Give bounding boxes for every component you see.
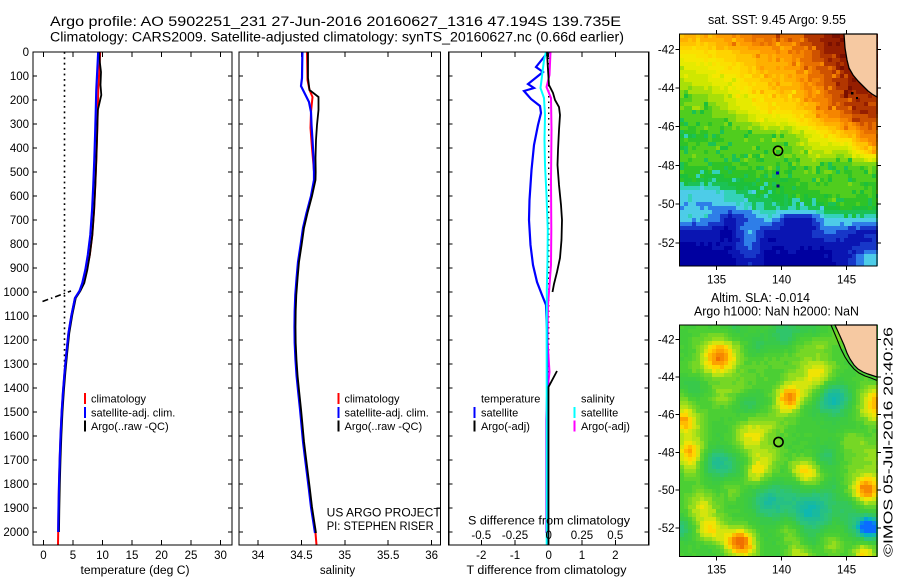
svg-text:-52: -52	[658, 238, 675, 250]
svg-text:satellite-adj. clim.: satellite-adj. clim.	[91, 407, 175, 419]
svg-text:0.5: 0.5	[607, 530, 623, 542]
svg-text:sat. SST: 9.45 Argo: 9.55: sat. SST: 9.45 Argo: 9.55	[708, 13, 846, 27]
svg-text:300: 300	[10, 119, 29, 131]
svg-text:2: 2	[612, 550, 618, 562]
svg-text:PI: STEPHEN RISER: PI: STEPHEN RISER	[327, 521, 434, 533]
svg-text:5: 5	[70, 550, 76, 562]
svg-text:1900: 1900	[3, 503, 29, 515]
svg-text:Argo(-adj): Argo(-adj)	[581, 421, 630, 433]
svg-text:-2: -2	[476, 550, 486, 562]
svg-text:25: 25	[185, 550, 198, 562]
svg-text:-46: -46	[658, 122, 675, 134]
svg-text:-48: -48	[658, 447, 675, 459]
svg-text:temperature: temperature	[481, 394, 540, 406]
svg-text:1500: 1500	[3, 407, 29, 419]
svg-text:900: 900	[10, 263, 29, 275]
svg-text:©IMOS 05-Jul-2016 20:40:26: ©IMOS 05-Jul-2016 20:40:26	[882, 327, 896, 557]
svg-text:satellite: satellite	[481, 407, 518, 419]
svg-text:0: 0	[545, 550, 551, 562]
svg-text:temperature (deg C): temperature (deg C)	[81, 565, 190, 577]
svg-text:satellite-adj. clim.: satellite-adj. clim.	[345, 407, 429, 419]
svg-text:1600: 1600	[3, 431, 29, 443]
svg-text:0: 0	[40, 550, 46, 562]
svg-text:climatology: climatology	[91, 394, 147, 406]
svg-text:20: 20	[155, 550, 168, 562]
svg-text:-0.25: -0.25	[502, 530, 528, 542]
svg-text:-52: -52	[658, 523, 675, 535]
svg-text:140: 140	[772, 565, 791, 577]
svg-text:1700: 1700	[3, 455, 29, 467]
svg-text:1400: 1400	[3, 383, 29, 395]
svg-text:Argo h1000: NaN h2000: NaN: Argo h1000: NaN h2000: NaN	[694, 305, 859, 319]
svg-text:800: 800	[10, 239, 29, 251]
svg-text:-46: -46	[658, 410, 675, 422]
svg-text:Argo(..raw -QC): Argo(..raw -QC)	[91, 421, 169, 433]
svg-text:500: 500	[10, 167, 29, 179]
svg-text:-42: -42	[658, 334, 675, 346]
svg-text:600: 600	[10, 191, 29, 203]
svg-text:100: 100	[10, 71, 29, 83]
svg-text:Argo profile: AO 5902251_231 2: Argo profile: AO 5902251_231 27-Jun-2016…	[50, 14, 621, 30]
svg-text:35: 35	[338, 550, 351, 562]
svg-text:1: 1	[579, 550, 585, 562]
svg-text:700: 700	[10, 215, 29, 227]
svg-text:1000: 1000	[3, 287, 29, 299]
svg-text:145: 145	[837, 565, 856, 577]
svg-text:T difference from climatology: T difference from climatology	[467, 565, 627, 577]
svg-text:Climatology: CARS2009. Satelli: Climatology: CARS2009. Satellite-adjuste…	[50, 30, 624, 46]
svg-text:140: 140	[772, 275, 791, 287]
svg-text:34: 34	[252, 550, 265, 562]
svg-text:Argo(-adj): Argo(-adj)	[481, 421, 530, 433]
svg-text:30: 30	[214, 550, 227, 562]
svg-text:0: 0	[545, 530, 551, 542]
svg-text:35.5: 35.5	[377, 550, 399, 562]
svg-text:salinity: salinity	[320, 565, 355, 577]
svg-text:0.25: 0.25	[571, 530, 593, 542]
svg-text:salinity: salinity	[581, 394, 615, 406]
svg-text:400: 400	[10, 143, 29, 155]
svg-text:-42: -42	[658, 44, 675, 56]
svg-text:200: 200	[10, 95, 29, 107]
svg-text:1100: 1100	[4, 311, 29, 323]
svg-text:-0.5: -0.5	[471, 530, 491, 542]
svg-text:1200: 1200	[3, 335, 29, 347]
svg-text:-44: -44	[658, 83, 675, 95]
svg-text:-50: -50	[658, 485, 675, 497]
svg-text:0: 0	[23, 47, 29, 59]
svg-text:36: 36	[425, 550, 438, 562]
svg-text:2000: 2000	[3, 527, 29, 539]
svg-text:-1: -1	[510, 550, 520, 562]
svg-text:Argo(..raw -QC): Argo(..raw -QC)	[345, 421, 423, 433]
svg-text:Altim. SLA: -0.014: Altim. SLA: -0.014	[711, 291, 810, 305]
svg-text:1800: 1800	[3, 479, 29, 491]
svg-text:-50: -50	[658, 199, 675, 211]
svg-text:US ARGO PROJECT: US ARGO PROJECT	[327, 508, 441, 520]
svg-text:-44: -44	[658, 372, 675, 384]
svg-text:climatology: climatology	[345, 394, 401, 406]
svg-text:135: 135	[707, 565, 726, 577]
svg-text:135: 135	[707, 275, 726, 287]
svg-text:34.5: 34.5	[290, 550, 312, 562]
svg-text:15: 15	[126, 550, 139, 562]
svg-text:10: 10	[96, 550, 109, 562]
svg-text:satellite: satellite	[581, 407, 618, 419]
svg-text:-48: -48	[658, 160, 675, 172]
svg-text:1300: 1300	[3, 359, 29, 371]
svg-text:145: 145	[837, 275, 856, 287]
svg-text:S difference from climatology: S difference from climatology	[468, 516, 630, 528]
